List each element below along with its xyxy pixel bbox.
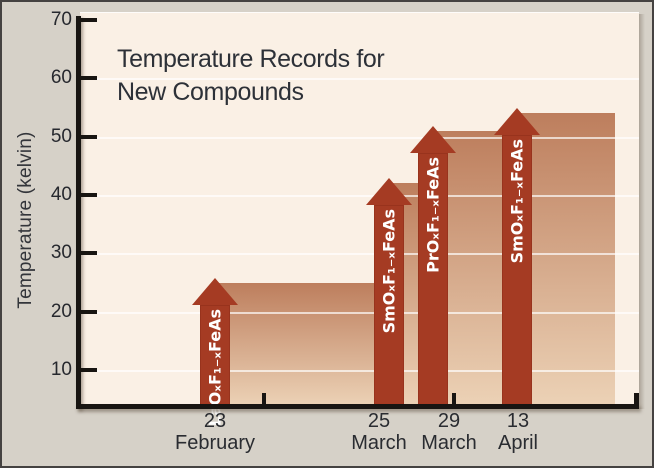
y-tick-50	[81, 135, 97, 139]
x-axis-end-cap	[634, 393, 639, 405]
gridline-30K	[80, 253, 639, 255]
step-area-1	[215, 283, 389, 406]
chart-title-line-2: New Compounds	[117, 78, 304, 106]
arrow-compound-label: SmOₓF₁₋ₓFeAs	[507, 139, 527, 264]
gridline-50K	[80, 137, 639, 139]
x-date-day: 25	[367, 410, 391, 432]
x-date-label-29-march: 29 March	[384, 410, 514, 454]
gridline-20K	[80, 312, 639, 314]
y-tick-70	[81, 18, 97, 22]
chart-title: Temperature Records for New Compounds	[117, 43, 385, 109]
arrow-up-icon	[192, 278, 238, 305]
y-tick-40	[81, 193, 97, 197]
y-tick-30	[81, 251, 97, 255]
x-date-month: March	[351, 432, 407, 454]
arrow-up-icon	[366, 178, 412, 205]
plot-area: Temperature Records for New Compounds La…	[80, 12, 639, 426]
x-date-label-23-february: 23 February	[150, 410, 280, 454]
y-tick-label-70: 70	[50, 9, 72, 30]
x-axis-line	[76, 404, 639, 409]
record-arrows-layer: LaOₓF₁₋ₓFeAs SmOₓF₁₋ₓFeAs PrOₓF₁₋ₓFeAs SmOₓ…	[80, 13, 639, 426]
y-tick-label-40: 40	[50, 184, 72, 205]
x-axis-tick-2	[452, 393, 456, 405]
y-tick-label-30: 30	[50, 242, 72, 263]
y-tick-10	[81, 368, 97, 372]
arrow-up-icon	[494, 108, 540, 135]
y-axis-line	[76, 16, 81, 409]
step-area-4	[517, 113, 615, 406]
y-tick-label-20: 20	[50, 301, 72, 322]
x-date-month: March	[421, 432, 477, 454]
x-date-month: April	[497, 432, 538, 454]
x-date-label-13-april: 13 April	[453, 410, 583, 454]
arrow-compound-label: SmOₓF₁₋ₓFeAs	[379, 209, 399, 334]
arrow-up-icon	[410, 126, 456, 153]
arrow-body: SmOₓF₁₋ₓFeAs	[502, 135, 532, 405]
gridlines-layer	[80, 13, 639, 406]
chart-title-line-1: Temperature Records for	[117, 45, 385, 73]
arrow-body: LaOₓF₁₋ₓFeAs	[200, 305, 230, 426]
y-tick-label-50: 50	[50, 126, 72, 147]
arrow-compound-label: PrOₓF₁₋ₓFeAs	[423, 157, 443, 273]
x-date-day: 13	[506, 410, 530, 432]
y-tick-label-10: 10	[50, 359, 72, 380]
arrow-body: PrOₓF₁₋ₓFeAs	[418, 153, 448, 405]
y-tick-label-60: 60	[50, 67, 72, 88]
y-tick-60	[81, 76, 97, 80]
x-date-month: February	[174, 432, 256, 454]
x-axis-tick-1	[262, 393, 266, 405]
plot-edge-shadow	[639, 14, 645, 409]
gridline-60K	[80, 78, 639, 80]
x-date-label-25-march: 25 March	[314, 410, 444, 454]
x-date-day: 29	[437, 410, 461, 432]
arrow-body: SmOₓF₁₋ₓFeAs	[374, 205, 404, 405]
y-tick-20	[81, 310, 97, 314]
y-axis-label: Temperature (kelvin)	[15, 131, 36, 309]
gridline-10K	[80, 370, 639, 372]
gridline-40K	[80, 195, 639, 197]
x-date-day: 23	[203, 410, 227, 432]
